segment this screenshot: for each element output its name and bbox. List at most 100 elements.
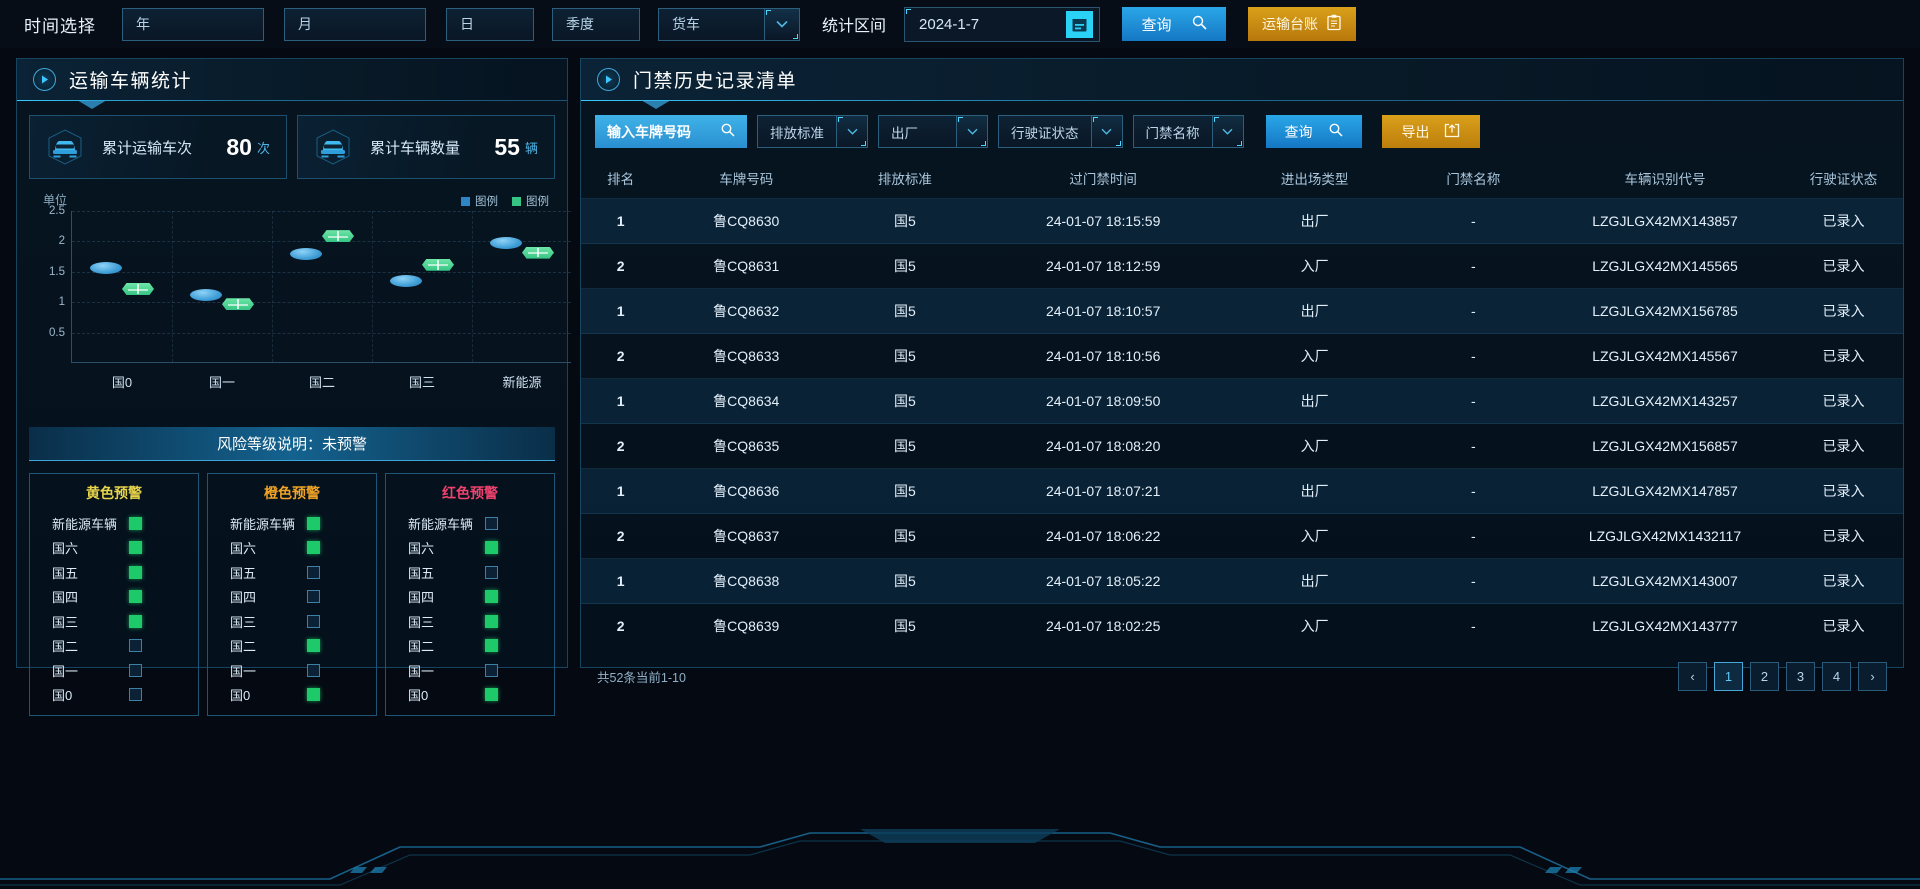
vehicle-type-select[interactable]: 货车: [658, 7, 800, 41]
warning-row[interactable]: 新能源车辆: [208, 511, 376, 536]
warning-checkbox[interactable]: [307, 688, 320, 702]
table-export-button[interactable]: 导出: [1381, 115, 1480, 148]
filter-license-status[interactable]: 行驶证状态: [998, 115, 1123, 148]
table-row[interactable]: 2 鲁CQ8631 国5 24-01-07 18:12:59 入厂 - LZGJLGX42M…: [581, 243, 1903, 289]
warning-row[interactable]: 国四: [30, 585, 198, 610]
filter-gate-name[interactable]: 门禁名称: [1132, 115, 1244, 148]
warning-checkbox[interactable]: [307, 614, 320, 628]
chart-y-tick: 0.5: [49, 326, 65, 339]
table-row[interactable]: 1 鲁CQ8636 国5 24-01-07 18:07:21 出厂 - LZGJLGX42M…: [581, 468, 1903, 514]
chevron-down-icon[interactable]: [1211, 115, 1244, 148]
period-button-month[interactable]: 月: [284, 7, 426, 41]
chart-bar-group: 国三: [390, 258, 454, 390]
period-button-year[interactable]: 年: [122, 7, 264, 41]
warning-checkbox[interactable]: [129, 516, 142, 530]
warning-checkbox[interactable]: [129, 639, 142, 653]
table-cell: 1: [581, 198, 661, 244]
warning-checkbox[interactable]: [485, 663, 498, 677]
warning-row[interactable]: 国一: [30, 658, 198, 683]
warning-checkbox[interactable]: [485, 590, 498, 604]
warning-row[interactable]: 国0: [208, 683, 376, 708]
filter-factory[interactable]: 出厂: [878, 115, 988, 148]
chevron-down-icon[interactable]: [764, 7, 800, 41]
warning-row[interactable]: 国三: [30, 609, 198, 634]
chart-bar: [90, 261, 122, 362]
warning-row[interactable]: 国六: [386, 536, 554, 561]
chart-bar: [290, 247, 322, 362]
warning-row[interactable]: 国五: [386, 560, 554, 585]
legend-label: 图例: [475, 196, 498, 208]
warning-checkbox[interactable]: [129, 541, 142, 555]
chart-gridline: [72, 332, 571, 334]
warning-row[interactable]: 国三: [386, 609, 554, 634]
chart-bar: [390, 275, 422, 362]
table-cell: 已录入: [1783, 288, 1903, 334]
plate-search-placeholder: 输入车牌号码: [607, 123, 691, 140]
table-cell: 2: [581, 423, 661, 469]
table-row[interactable]: 1 鲁CQ8630 国5 24-01-07 18:15:59 出厂 - LZGJLGX42M…: [581, 198, 1903, 244]
warning-row[interactable]: 国四: [208, 585, 376, 610]
warning-checkbox[interactable]: [129, 663, 142, 677]
period-button-quarter[interactable]: 季度: [552, 7, 640, 41]
warning-row[interactable]: 国一: [386, 658, 554, 683]
warning-row[interactable]: 国0: [30, 683, 198, 708]
chevron-down-icon[interactable]: [1090, 115, 1123, 148]
pagination-next[interactable]: ›: [1858, 662, 1887, 691]
warning-checkbox[interactable]: [485, 639, 498, 653]
pagination-page-1[interactable]: 1: [1714, 662, 1743, 691]
table-row[interactable]: 2 鲁CQ8633 国5 24-01-07 18:10:56 入厂 - LZGJLGX42M…: [581, 333, 1903, 379]
warning-checkbox[interactable]: [129, 590, 142, 604]
warning-checkbox[interactable]: [307, 663, 320, 677]
warning-row[interactable]: 国一: [208, 658, 376, 683]
warning-checkbox[interactable]: [485, 565, 498, 579]
warning-row[interactable]: 国二: [208, 634, 376, 659]
table-cell: 24-01-07 18:12:59: [977, 243, 1229, 289]
warning-row[interactable]: 国三: [208, 609, 376, 634]
warning-checkbox[interactable]: [129, 565, 142, 579]
table-query-button[interactable]: 查询: [1265, 115, 1362, 148]
warning-checkbox[interactable]: [307, 590, 320, 604]
table-row[interactable]: 2 鲁CQ8637 国5 24-01-07 18:06:22 入厂 - LZGJLGX42M…: [581, 513, 1903, 559]
pagination-page-4[interactable]: 4: [1822, 662, 1851, 691]
table-cell: 已录入: [1783, 423, 1903, 469]
table-row[interactable]: 2 鲁CQ8639 国5 24-01-07 18:02:25 入厂 - LZGJLGX42M…: [581, 603, 1903, 648]
warning-checkbox[interactable]: [485, 516, 498, 530]
warning-checkbox[interactable]: [485, 541, 498, 555]
transport-ledger-button[interactable]: 运输台账: [1248, 7, 1357, 41]
chevron-down-icon[interactable]: [836, 115, 868, 148]
chart-legend: 图例 图例: [461, 193, 549, 209]
warning-checkbox[interactable]: [307, 541, 320, 555]
plate-search-input[interactable]: 输入车牌号码: [595, 115, 747, 148]
warning-checkbox[interactable]: [485, 688, 498, 702]
warning-row[interactable]: 国二: [30, 634, 198, 659]
warning-row[interactable]: 国四: [386, 585, 554, 610]
warning-row[interactable]: 国五: [30, 560, 198, 585]
pagination-prev[interactable]: ‹: [1678, 662, 1707, 691]
warning-row[interactable]: 新能源车辆: [30, 511, 198, 536]
period-button-day[interactable]: 日: [446, 7, 534, 41]
table-row[interactable]: 2 鲁CQ8635 国5 24-01-07 18:08:20 入厂 - LZGJLGX42M…: [581, 423, 1903, 469]
warning-row[interactable]: 国二: [386, 634, 554, 659]
table-row[interactable]: 1 鲁CQ8634 国5 24-01-07 18:09:50 出厂 - LZGJLGX42M…: [581, 378, 1903, 424]
warning-row[interactable]: 国0: [386, 683, 554, 708]
warning-checkbox[interactable]: [307, 516, 320, 530]
warning-checkbox[interactable]: [129, 688, 142, 702]
pagination-page-2[interactable]: 2: [1750, 662, 1779, 691]
warning-row[interactable]: 国六: [30, 536, 198, 561]
warning-checkbox[interactable]: [307, 565, 320, 579]
pagination-page-3[interactable]: 3: [1786, 662, 1815, 691]
chevron-down-icon[interactable]: [956, 115, 988, 148]
table-row[interactable]: 1 鲁CQ8638 国5 24-01-07 18:05:22 出厂 - LZGJLGX42M…: [581, 558, 1903, 604]
warning-row[interactable]: 国六: [208, 536, 376, 561]
warning-row[interactable]: 新能源车辆: [386, 511, 554, 536]
table-row[interactable]: 1 鲁CQ8632 国5 24-01-07 18:10:57 出厂 - LZGJLGX42M…: [581, 288, 1903, 334]
filter-emission-standard[interactable]: 排放标准: [757, 115, 868, 148]
query-button[interactable]: 查询: [1122, 7, 1227, 41]
date-range-input[interactable]: 2024-1-7: [904, 6, 1101, 42]
warning-checkbox[interactable]: [129, 614, 142, 628]
warning-row[interactable]: 国五: [208, 560, 376, 585]
warning-checkbox[interactable]: [307, 639, 320, 653]
warning-checkbox[interactable]: [485, 614, 498, 628]
calendar-icon[interactable]: [1066, 10, 1094, 38]
table-cell: LZGJLGX42MX156785: [1546, 288, 1784, 334]
